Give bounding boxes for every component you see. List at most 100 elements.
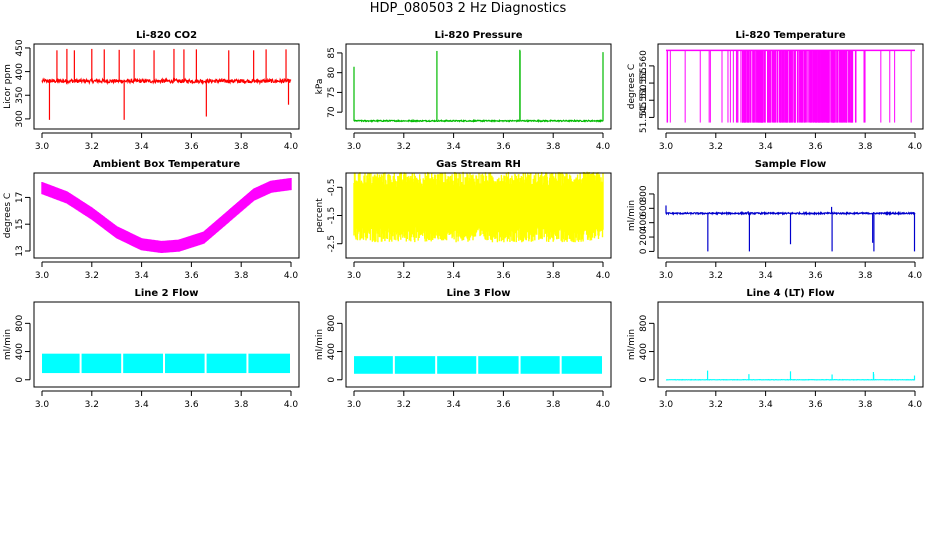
series-band bbox=[353, 171, 604, 243]
x-tick-label: 3.6 bbox=[184, 142, 199, 152]
x-tick-label: 3.8 bbox=[858, 400, 873, 410]
y-tick-label: 350 bbox=[15, 86, 25, 103]
chart-panel-3: Li-820 Temperature 3.0 3.2 3.4 3.6 3.8 4.0 51.5… bbox=[627, 30, 924, 152]
flow-block bbox=[520, 356, 560, 374]
series-trace bbox=[353, 49, 604, 124]
x-axis: 3.0 3.2 3.4 3.6 3.8 4.0 bbox=[347, 132, 610, 152]
y-tick-label: 75 bbox=[327, 87, 337, 98]
x-tick-label: 3.8 bbox=[234, 271, 249, 281]
y-tick-label: -0.5 bbox=[327, 179, 337, 197]
x-tick-label: 3.8 bbox=[546, 142, 561, 152]
x-tick-label: 3.2 bbox=[397, 400, 411, 410]
y-axis-label: degrees C bbox=[3, 193, 13, 238]
series-line bbox=[353, 118, 604, 124]
x-tick-label: 3.2 bbox=[85, 400, 99, 410]
series-trace bbox=[41, 178, 292, 253]
x-axis: 3.0 3.2 3.4 3.6 3.8 4.0 bbox=[347, 261, 610, 281]
y-axis: 0 400 800 bbox=[15, 314, 31, 383]
y-axis-label: ml/min bbox=[315, 329, 325, 360]
x-tick-label: 3.6 bbox=[496, 142, 511, 152]
plot-frame bbox=[345, 43, 612, 130]
y-tick-label: 400 bbox=[639, 343, 649, 360]
chart-title: Li-820 CO2 bbox=[136, 30, 197, 41]
y-tick-label: 0 bbox=[639, 248, 649, 254]
y-tick-label: 13 bbox=[15, 245, 25, 256]
x-tick-label: 4.0 bbox=[908, 271, 923, 281]
x-axis: 3.0 3.2 3.4 3.6 3.8 4.0 bbox=[35, 261, 298, 281]
y-axis: 70 75 80 85 bbox=[327, 47, 343, 118]
series-trace bbox=[354, 356, 603, 374]
y-tick-label: 70 bbox=[327, 106, 337, 118]
x-tick-label: 3.8 bbox=[234, 400, 249, 410]
x-tick-label: 3.2 bbox=[709, 142, 723, 152]
x-axis: 3.0 3.2 3.4 3.6 3.8 4.0 bbox=[35, 390, 299, 410]
y-tick-label: 400 bbox=[15, 343, 25, 360]
x-tick-label: 3.6 bbox=[808, 271, 823, 281]
x-tick-label: 3.2 bbox=[397, 271, 411, 281]
y-tick-label: 15 bbox=[15, 218, 25, 229]
figure-title: HDP_080503 2 Hz Diagnostics bbox=[369, 1, 567, 16]
y-tick-label: 450 bbox=[15, 39, 25, 56]
x-tick-label: 4.0 bbox=[284, 142, 299, 152]
series-trace bbox=[665, 370, 916, 381]
y-axis: -2.5 -1.5 -0.5 bbox=[327, 179, 343, 252]
plot-frame bbox=[33, 43, 300, 130]
x-tick-label: 3.2 bbox=[397, 142, 411, 152]
x-tick-label: 3.4 bbox=[758, 400, 773, 410]
x-tick-label: 3.0 bbox=[35, 400, 50, 410]
y-tick-label: 800 bbox=[15, 314, 25, 331]
y-tick-label: 600 bbox=[639, 199, 649, 216]
y-tick-label: 400 bbox=[639, 214, 649, 231]
chart-title: Line 2 Flow bbox=[135, 288, 199, 299]
x-axis: 3.0 3.2 3.4 3.6 3.8 4.0 bbox=[35, 132, 299, 152]
series-trace bbox=[666, 49, 915, 123]
y-axis-label: percent bbox=[315, 198, 325, 233]
y-tick-label: 400 bbox=[327, 343, 337, 360]
series-trace bbox=[42, 353, 291, 374]
y-tick-label: 80 bbox=[327, 67, 337, 79]
x-tick-label: 3.6 bbox=[496, 271, 511, 281]
y-axis-label: Licor ppm bbox=[3, 64, 13, 109]
x-tick-label: 4.0 bbox=[284, 400, 299, 410]
x-tick-label: 4.0 bbox=[596, 400, 611, 410]
x-tick-label: 4.0 bbox=[908, 400, 923, 410]
x-tick-label: 3.0 bbox=[659, 400, 674, 410]
chart-panel-1: Li-820 CO2 3.0 3.2 3.4 3.6 3.8 4.0 300 350 400 450… bbox=[3, 30, 300, 152]
chart-panel-2: Li-820 Pressure 3.0 3.2 3.4 3.6 3.8 4.0 70 75 80 8… bbox=[315, 30, 612, 152]
x-axis: 3.0 3.2 3.4 3.6 3.8 4.0 bbox=[659, 390, 923, 410]
x-tick-label: 3.4 bbox=[758, 142, 773, 152]
series-line bbox=[41, 77, 292, 86]
y-axis: 300 350 400 450 bbox=[15, 39, 31, 127]
chart-title: Li-820 Pressure bbox=[434, 30, 522, 41]
y-tick-label: 800 bbox=[639, 185, 649, 202]
flow-block bbox=[165, 353, 205, 374]
y-axis-label: ml/min bbox=[627, 329, 637, 360]
x-tick-label: 3.8 bbox=[546, 271, 561, 281]
chart-panel-6: Sample Flow 3.0 3.2 3.4 3.6 3.8 4.0 0 2004006008… bbox=[627, 159, 924, 281]
y-tick-label: 51.545 bbox=[639, 102, 649, 134]
flow-block bbox=[394, 356, 436, 374]
flow-block bbox=[248, 353, 291, 374]
chart-title: Sample Flow bbox=[755, 159, 827, 170]
y-tick-label: 0 bbox=[15, 377, 25, 383]
plot-frame bbox=[345, 172, 612, 259]
x-tick-label: 3.6 bbox=[496, 400, 511, 410]
x-tick-label: 3.0 bbox=[35, 271, 50, 281]
flow-block bbox=[354, 356, 393, 374]
flow-block bbox=[478, 356, 519, 374]
plot-frame bbox=[33, 172, 300, 259]
y-axis-label: kPa bbox=[315, 79, 325, 95]
y-axis: 0 400 800 bbox=[639, 314, 655, 383]
plot-frame bbox=[345, 301, 612, 388]
x-tick-label: 3.2 bbox=[85, 271, 99, 281]
y-tick-label: 85 bbox=[327, 47, 337, 58]
x-tick-label: 3.4 bbox=[446, 400, 461, 410]
chart-title: Line 3 Flow bbox=[447, 288, 511, 299]
series-trace bbox=[353, 171, 604, 243]
y-tick-label: 51.555 bbox=[639, 67, 649, 99]
x-tick-label: 3.4 bbox=[134, 271, 149, 281]
y-tick-label: 400 bbox=[15, 63, 25, 80]
chart-panel-8: Line 3 Flow 3.0 3.2 3.4 3.6 3.8 4.0 0 400 800ml/m… bbox=[315, 288, 612, 410]
